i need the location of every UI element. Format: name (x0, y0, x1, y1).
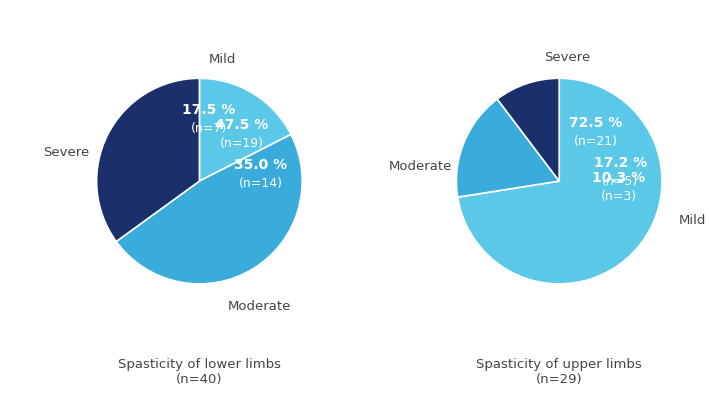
Text: (n=7): (n=7) (191, 122, 227, 135)
Text: (n=14): (n=14) (238, 177, 283, 190)
Text: Mild: Mild (679, 214, 707, 226)
Text: 72.5 %: 72.5 % (569, 116, 623, 130)
Text: Moderate: Moderate (389, 160, 452, 173)
Text: 35.0 %: 35.0 % (234, 158, 287, 172)
Title: Spasticity of upper limbs
(n=29): Spasticity of upper limbs (n=29) (476, 358, 642, 386)
Text: Severe: Severe (43, 146, 89, 159)
Text: Severe: Severe (545, 51, 591, 64)
Text: (n=21): (n=21) (574, 135, 618, 148)
Wedge shape (497, 78, 559, 181)
Text: Mild: Mild (208, 53, 235, 66)
Text: Moderate: Moderate (228, 300, 291, 313)
Text: 17.2 %: 17.2 % (593, 156, 647, 170)
Text: 10.3 %: 10.3 % (592, 171, 645, 185)
Text: (n=5): (n=5) (602, 176, 638, 188)
Wedge shape (458, 78, 662, 284)
Text: 17.5 %: 17.5 % (182, 103, 235, 117)
Wedge shape (116, 135, 302, 284)
Text: 47.5 %: 47.5 % (215, 118, 268, 132)
Text: (n=19): (n=19) (219, 137, 264, 150)
Wedge shape (199, 78, 291, 181)
Text: (n=3): (n=3) (601, 190, 637, 203)
Wedge shape (96, 78, 199, 242)
Title: Spasticity of lower limbs
(n=40): Spasticity of lower limbs (n=40) (118, 358, 281, 386)
Wedge shape (457, 99, 559, 197)
